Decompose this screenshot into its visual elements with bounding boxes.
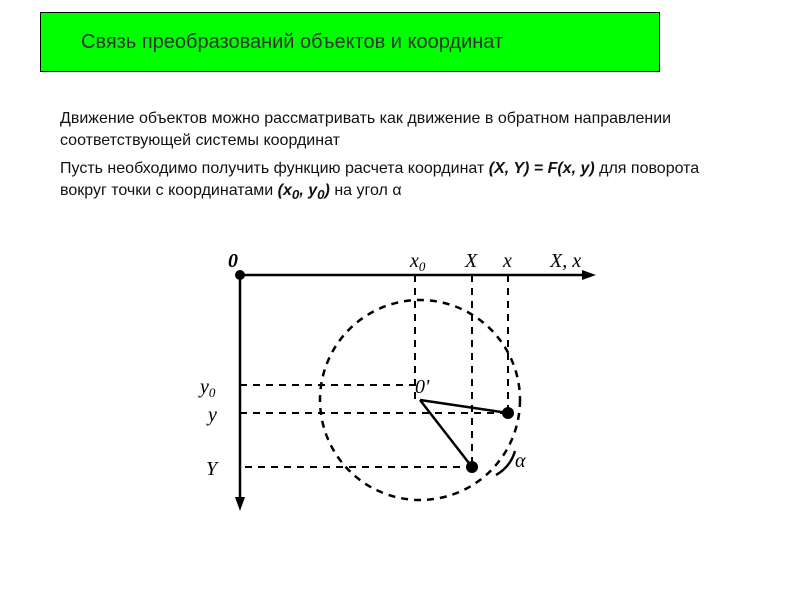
x-arrowhead xyxy=(582,270,596,280)
paragraph-1: Движение объектов можно рассматривать ка… xyxy=(60,108,740,151)
point-p2 xyxy=(466,461,478,473)
p2-post: на угол α xyxy=(330,182,402,199)
header-box: Связь преобразований объектов и координа… xyxy=(40,12,660,72)
p2-pre: Пусть необходимо получить функцию расчет… xyxy=(60,160,489,177)
p2-formula1: (X, Y) = F(x, y) xyxy=(489,160,595,177)
origin-dot xyxy=(235,270,245,280)
paragraph-2: Пусть необходимо получить функцию расчет… xyxy=(60,158,740,204)
label-y0: y0 xyxy=(198,376,216,400)
label-center: 0' xyxy=(415,376,430,398)
radius-1 xyxy=(420,400,508,413)
label-x0: x0 xyxy=(409,250,426,274)
label-Y-upper: Y xyxy=(206,458,219,480)
axis-label-x: X, x xyxy=(549,250,581,272)
label-x-lower: x xyxy=(502,250,512,272)
label-y-lower: y xyxy=(206,404,217,426)
p2-sub2: 0 xyxy=(317,187,324,202)
label-alpha: α xyxy=(515,450,526,472)
origin-label: 0 xyxy=(228,250,238,272)
slide-title: Связь преобразований объектов и координа… xyxy=(81,31,503,54)
point-p1 xyxy=(502,407,514,419)
rotation-diagram: 0 x0 X x X, x y0 y Y 0' α xyxy=(190,245,620,525)
y-arrowhead xyxy=(235,497,245,511)
radius-2 xyxy=(420,400,472,467)
p2-f2a: (x xyxy=(278,182,292,199)
label-X-upper: X xyxy=(464,250,478,272)
p2-f2b: , y xyxy=(299,182,317,199)
